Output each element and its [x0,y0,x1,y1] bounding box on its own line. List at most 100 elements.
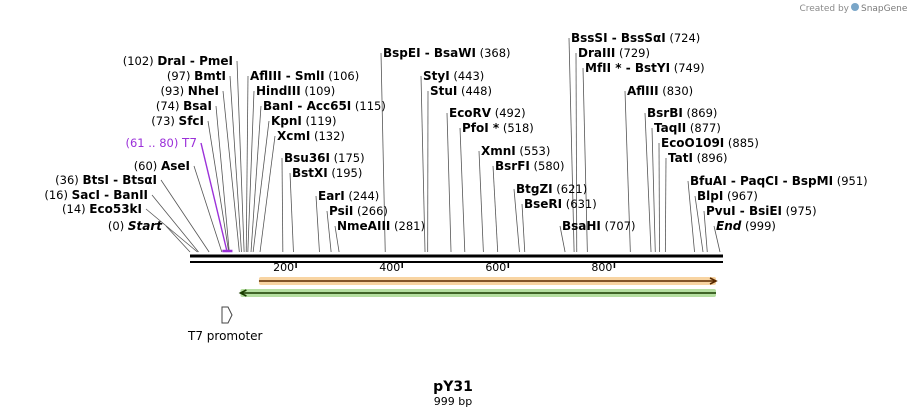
site-position: (244) [345,189,380,203]
svg-text:BssSI - BssSαI (724): BssSI - BssSαI (724) [571,31,700,45]
feature-label: T7 promoter [187,329,263,343]
site-name: BstXI [292,166,328,180]
site-position: (175) [330,151,365,165]
site-position: (119) [302,114,337,128]
site-leader [478,150,484,253]
site-leader [446,112,452,253]
site-leader [165,225,191,253]
site-leader [236,60,245,253]
svg-text:(60) AseI: (60) AseI [134,159,190,173]
site-leader [207,120,230,253]
site-leader [215,105,230,253]
orf-forward-arrow [258,277,718,285]
site-position: (266) [353,204,388,218]
site-position: (830) [659,84,694,98]
site-label-right: HindIII (109) [256,84,335,98]
site-name: BtgZI [516,182,553,196]
site-leader [315,195,320,253]
site-leader [582,67,588,253]
site-name: End [716,219,742,233]
site-label-right: StyI (443) [423,69,484,83]
svg-text:(73) SfcI: (73) SfcI [151,114,204,128]
tick-label: 800 [591,261,612,274]
site-leader [200,142,228,253]
svg-text:(97) BmtI: (97) BmtI [167,69,226,83]
svg-text:TaqII (877): TaqII (877) [654,121,721,135]
site-name: TatI [668,151,693,165]
site-name: BsrFI [495,159,530,173]
site-position: (553) [516,144,551,158]
site-leader [624,90,631,253]
site-name: SacI - BanII [72,188,148,202]
site-position: (967) [723,189,758,203]
site-position: (885) [724,136,759,150]
site-label-right: PsiI (266) [329,204,388,218]
svg-text:(93) NheI: (93) NheI [161,84,219,98]
tick-label: 600 [485,261,506,274]
site-label-right: BstXI (195) [292,166,362,180]
site-leader [380,52,386,253]
svg-text:TatI (896): TatI (896) [668,151,728,165]
site-position: (132) [310,129,345,143]
site-label-right: DraIII (729) [578,46,650,60]
svg-text:KpnI (119): KpnI (119) [271,114,337,128]
feature-arrows: T7 promoter [187,277,718,343]
site-label-right: MfII * - BstYI (749) [585,61,705,75]
site-name: KpnI [271,114,302,128]
site-leader [193,165,223,253]
site-leader [459,127,466,253]
svg-text:XcmI (132): XcmI (132) [277,129,345,143]
svg-text:BanI - Acc65I (115): BanI - Acc65I (115) [263,99,386,113]
svg-text:NmeAIII (281): NmeAIII (281) [337,219,425,233]
site-label-right: KpnI (119) [271,114,337,128]
site-label-right: BspEI - BsaWI (368) [383,46,511,60]
site-leader [703,210,708,253]
site-position: (74) [156,99,183,113]
site-position: (492) [491,106,526,120]
site-name: BsaHI [562,219,601,233]
site-leader [289,172,294,253]
site-label-right: PvuI - BsiEI (975) [706,204,817,218]
site-leader [420,75,426,253]
site-label-right: Bsu36I (175) [284,151,365,165]
site-position: (724) [666,31,701,45]
svg-text:(61 .. 80) T7: (61 .. 80) T7 [126,136,198,150]
site-leader [687,180,695,253]
svg-text:XmnI (553): XmnI (553) [481,144,550,158]
site-leader [247,90,255,253]
svg-text:End (999): End (999) [716,219,776,233]
site-label-left: (61 .. 80) T7 [126,136,198,150]
backbone [190,254,723,263]
site-position: (707) [601,219,636,233]
site-leader [259,135,276,253]
site-name: StyI [423,69,450,83]
site-position: (109) [301,84,336,98]
site-name: AflIII [627,84,659,98]
svg-text:PfoI * (518): PfoI * (518) [462,121,534,135]
plasmid-name: pY31 [433,379,473,395]
site-leader [664,157,667,253]
site-leader [250,105,262,253]
svg-text:AflIII (830): AflIII (830) [627,84,693,98]
site-name: BsaI [183,99,212,113]
site-label-right: BsrBI (869) [647,106,717,120]
site-position: (61 .. 80) [126,136,183,150]
site-position: (580) [530,159,565,173]
site-name: NmeAIII [337,219,390,233]
site-label-right: NmeAIII (281) [337,219,425,233]
svg-text:Bsu36I (175): Bsu36I (175) [284,151,365,165]
svg-text:(0) Start: (0) Start [108,219,163,233]
site-name: SfcI [179,114,204,128]
site-label-right: BlpI (967) [697,189,758,203]
credit-created-by: Created by [799,4,849,14]
site-label-right: EcoRV (492) [449,106,526,120]
site-leader [252,120,270,253]
svg-text:AflIII - SmlI (106): AflIII - SmlI (106) [250,69,359,83]
site-label-left: (16) SacI - BanII [44,188,148,202]
site-label-left: (74) BsaI [156,99,212,113]
site-label-right: PfoI * (518) [462,121,534,135]
svg-text:StyI (443): StyI (443) [423,69,484,83]
site-leader [568,37,575,253]
site-leader [160,179,210,253]
